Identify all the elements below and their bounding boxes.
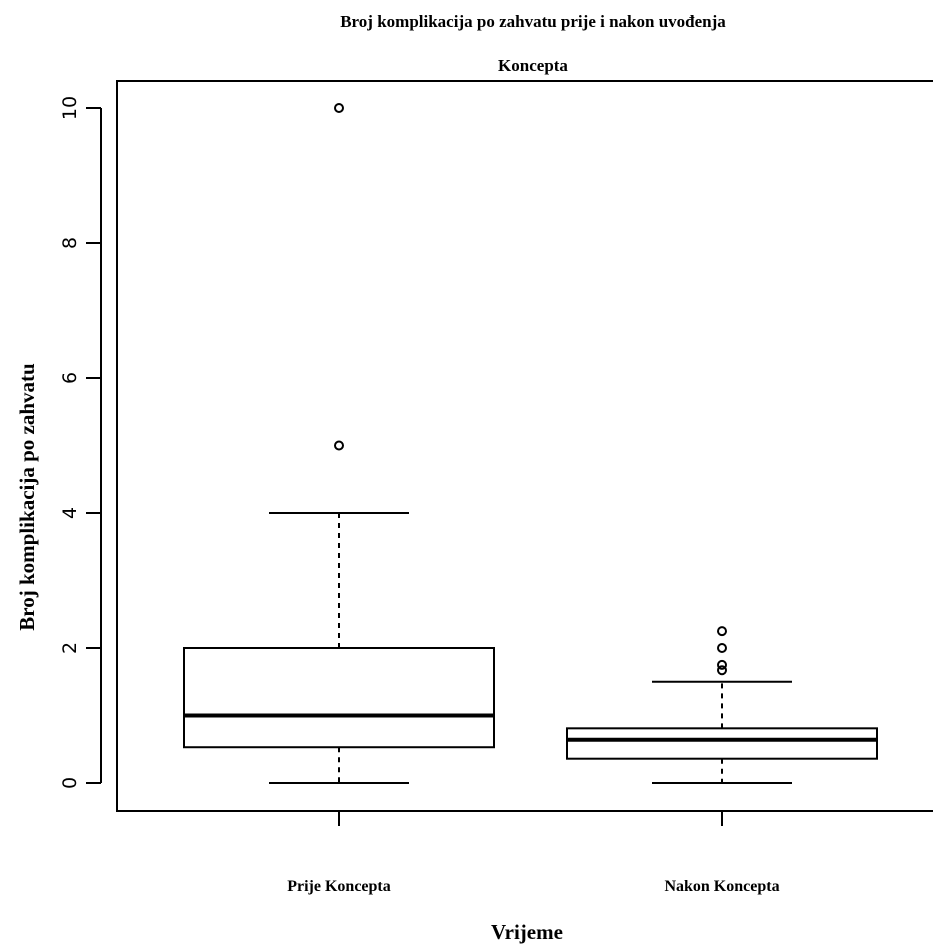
chart-title-line1: Broj komplikacija po zahvatu prije i nak… [340, 12, 726, 31]
outlier-point [717, 665, 727, 676]
box-1 [566, 626, 878, 784]
plot-frame [116, 80, 933, 812]
y-axis: 0 2 4 6 8 10 [59, 96, 102, 789]
y-tick-label: 0 [59, 777, 81, 789]
y-tick-label: 8 [59, 237, 81, 249]
y-axis-title: Broj komplikacija po zahvatu [15, 363, 39, 631]
x-axis-title: Vrijeme [491, 920, 563, 944]
outlier-point [334, 440, 344, 451]
x-category-label: Nakon Koncepta [664, 878, 779, 895]
y-tick-label: 6 [59, 372, 81, 384]
box-0 [183, 103, 495, 784]
outlier-point [334, 103, 344, 113]
x-category-label: Prije Koncepta [287, 878, 391, 895]
y-tick-label: 4 [59, 507, 81, 519]
boxes-group [183, 103, 878, 784]
outlier-point [717, 659, 727, 670]
iqr-box [566, 727, 878, 760]
y-tick-label: 2 [59, 642, 81, 654]
iqr-box [183, 647, 495, 749]
chart-title-line2: Koncepta [498, 56, 568, 75]
outlier-point [717, 626, 727, 637]
y-tick-label: 10 [59, 96, 81, 120]
x-axis: Prije Koncepta Nakon Koncepta [287, 811, 780, 895]
outlier-point [717, 643, 727, 653]
